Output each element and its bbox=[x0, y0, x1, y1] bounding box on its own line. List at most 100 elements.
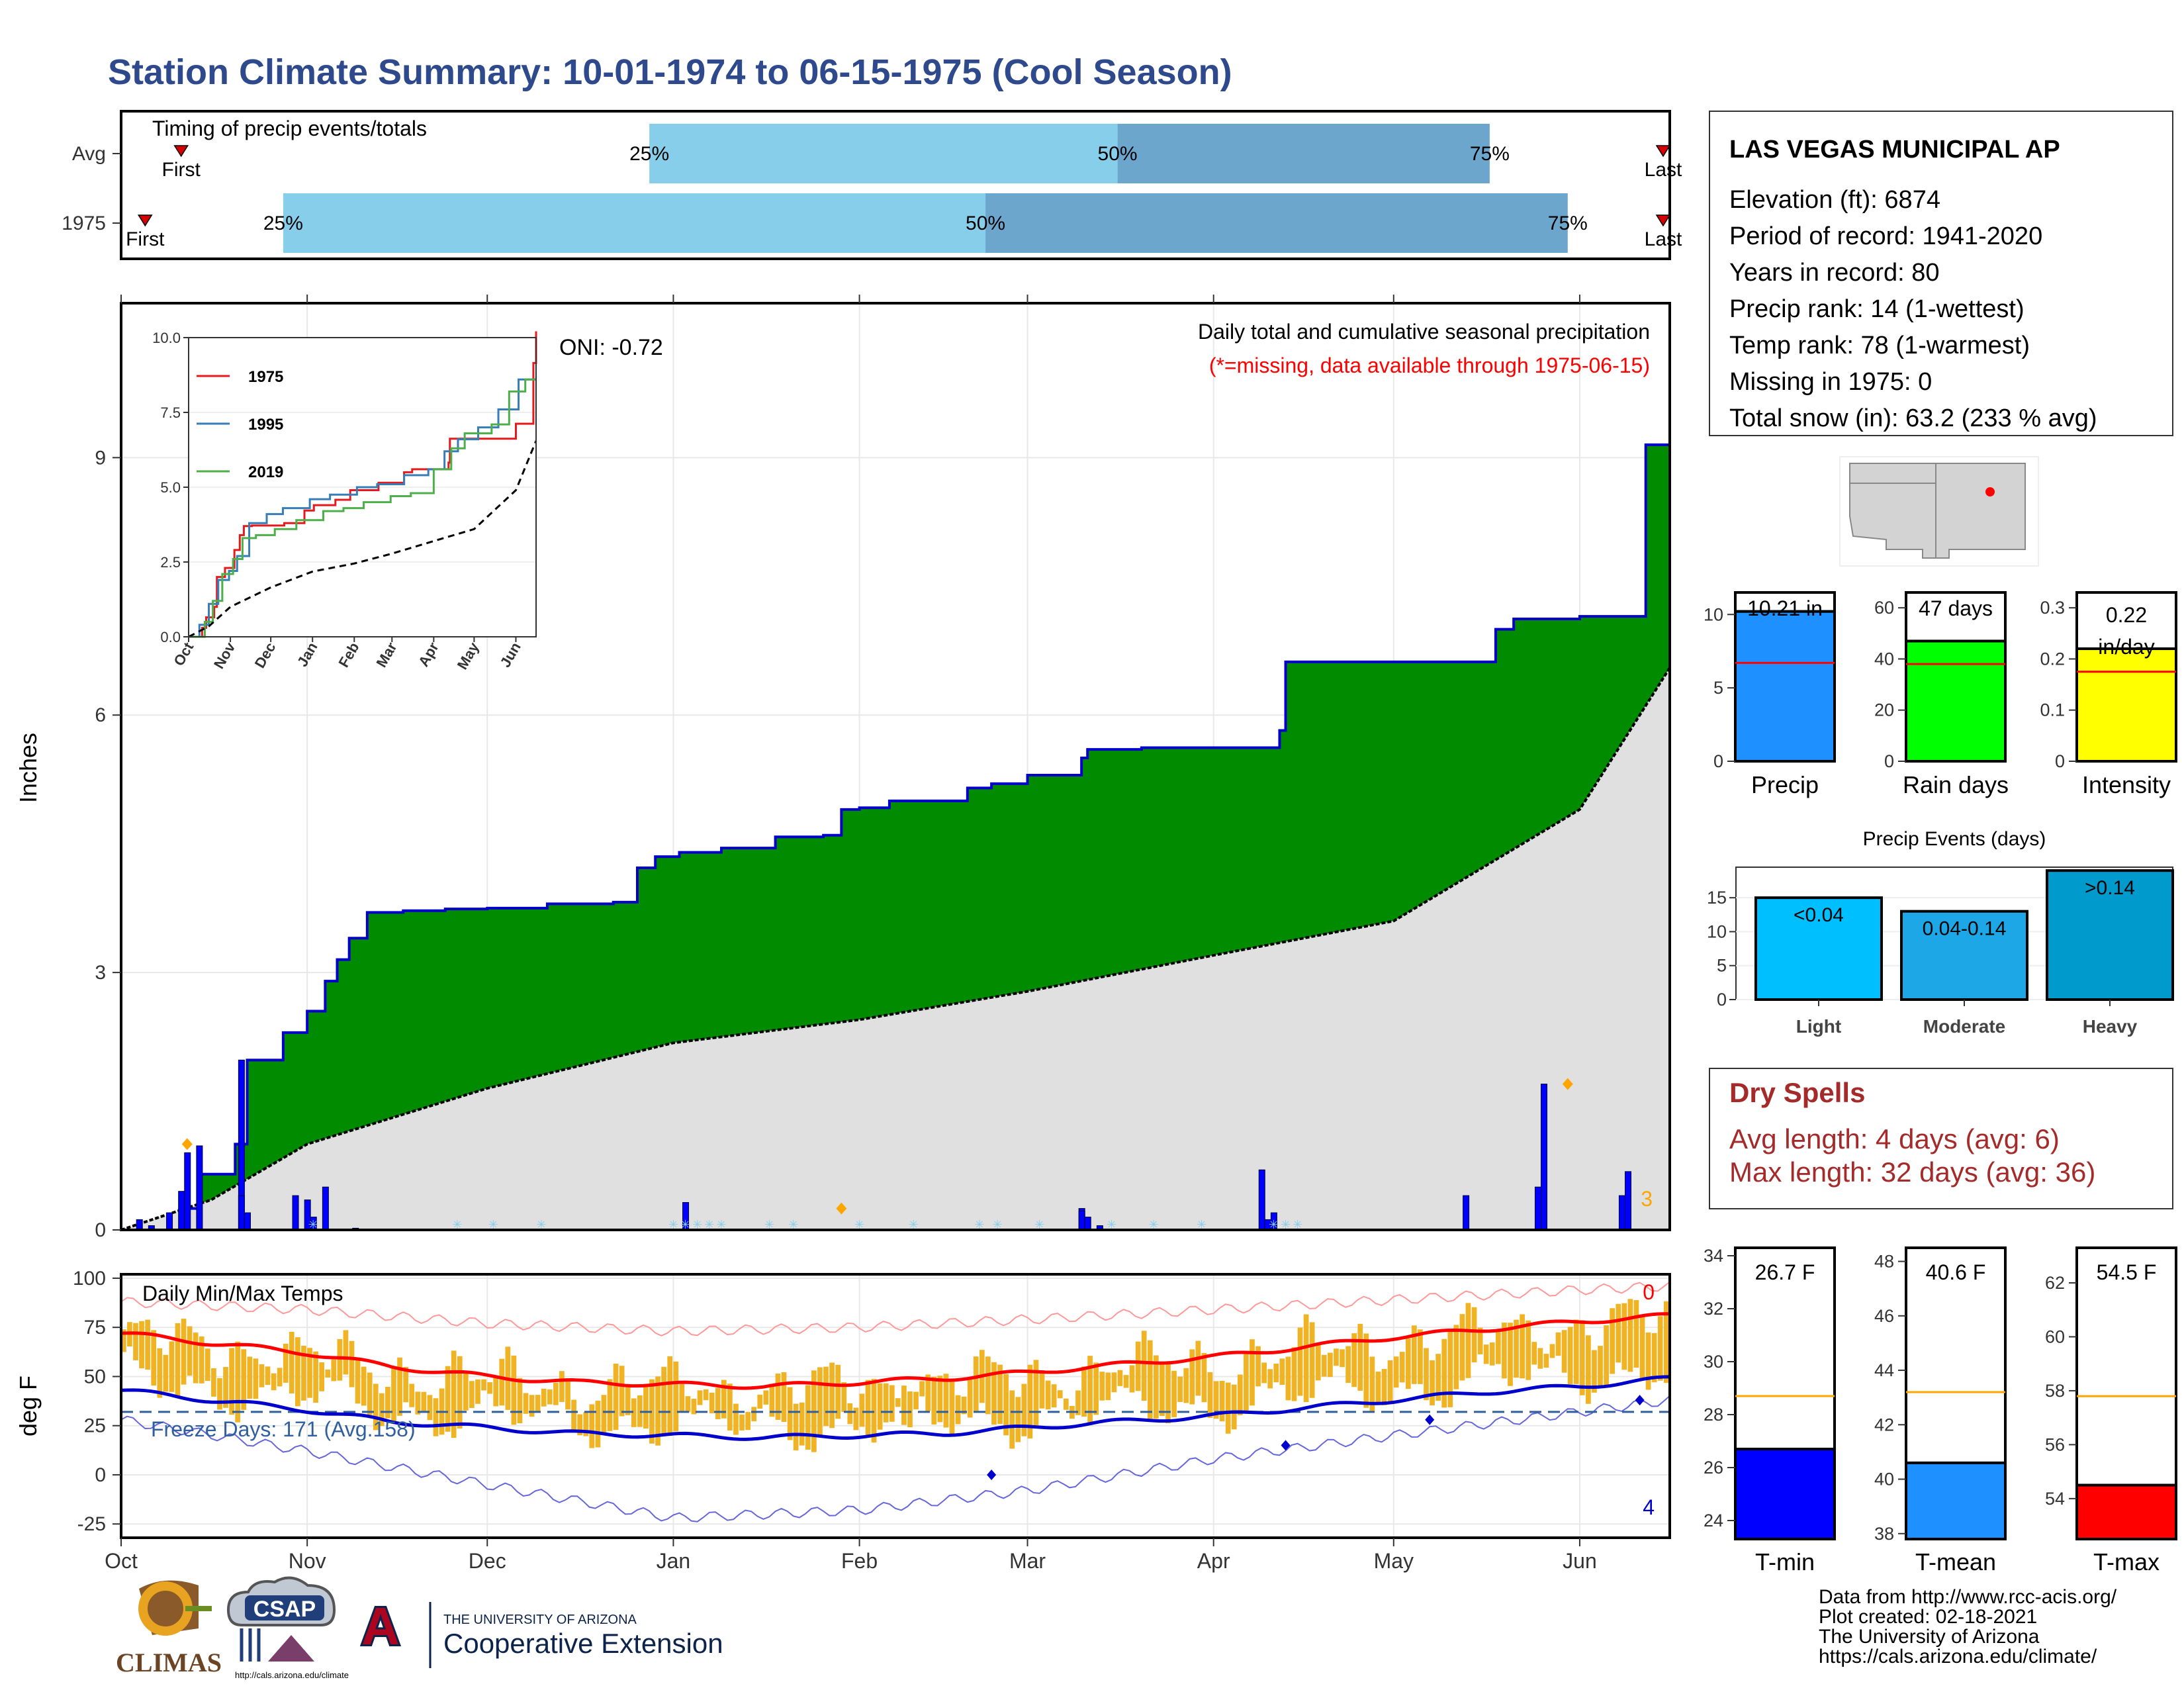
timing-first-label: First bbox=[126, 228, 165, 250]
daily-temp-bar bbox=[199, 1336, 205, 1383]
daily-temp-bar bbox=[865, 1380, 871, 1436]
events-category-label: Moderate bbox=[1923, 1016, 2005, 1037]
daily-temp-bar bbox=[1027, 1364, 1033, 1439]
inset-legend-label: 1995 bbox=[248, 416, 283, 434]
inset-legend-label: 1975 bbox=[248, 368, 283, 386]
daily-temp-bar bbox=[1099, 1372, 1105, 1401]
daily-temp-bar bbox=[1573, 1319, 1579, 1384]
daily-temp-bar bbox=[1489, 1342, 1495, 1366]
daily-temp-bar bbox=[949, 1381, 955, 1436]
daily-temp-bar bbox=[1195, 1340, 1201, 1396]
station-period: Period of record: 1941-2020 bbox=[1729, 222, 2042, 250]
station-elevation: Elevation (ft): 6874 bbox=[1729, 186, 1940, 214]
daily-temp-bar bbox=[535, 1395, 541, 1413]
daily-temp-bar bbox=[601, 1395, 607, 1433]
snow-marker: ✳ bbox=[1107, 1218, 1116, 1231]
daily-temp-bar bbox=[937, 1376, 943, 1423]
daily-temp-bar bbox=[727, 1383, 733, 1431]
daily-temp-bar bbox=[577, 1414, 583, 1436]
daily-temp-bar bbox=[1219, 1381, 1225, 1422]
daily-temp-bar bbox=[463, 1372, 469, 1411]
daily-precip-bar bbox=[292, 1195, 299, 1231]
daily-temp-bar bbox=[829, 1362, 835, 1429]
daily-temp-bar bbox=[1123, 1375, 1129, 1388]
daily-temp-bar bbox=[1285, 1356, 1291, 1401]
map-states-shape bbox=[1849, 463, 2026, 559]
daily-temp-bar bbox=[1315, 1342, 1321, 1381]
temp-summary-ytick-label: 28 bbox=[1704, 1405, 1723, 1425]
daily-temp-bar bbox=[157, 1348, 163, 1398]
ua-university: THE UNIVERSITY OF ARIZONA bbox=[443, 1613, 637, 1627]
timing-bar-q25-q50 bbox=[283, 193, 986, 253]
temp-summary-ytick-label: 48 bbox=[1874, 1252, 1894, 1272]
snow-marker: ✳ bbox=[854, 1218, 864, 1231]
daily-temp-bar bbox=[961, 1396, 967, 1415]
daily-temp-bar bbox=[907, 1391, 913, 1428]
daily-temp-bar bbox=[715, 1387, 721, 1419]
daily-temp-bar bbox=[511, 1355, 517, 1425]
daily-temp-bar bbox=[1375, 1372, 1381, 1404]
timing-row-label: Avg bbox=[72, 143, 106, 165]
record-high-line bbox=[120, 1281, 1670, 1336]
daily-temp-bar bbox=[1021, 1383, 1027, 1436]
daily-temp-bar bbox=[1483, 1344, 1489, 1364]
cumulative-precip-outline bbox=[121, 353, 1671, 1231]
daily-temp-bar bbox=[361, 1366, 367, 1406]
record-low-line bbox=[120, 1395, 1670, 1523]
daily-temp-bar bbox=[277, 1368, 283, 1387]
timing-last-marker bbox=[1655, 145, 1671, 158]
daily-temp-bar bbox=[139, 1321, 144, 1369]
location-map bbox=[1839, 456, 2039, 567]
daily-temp-bar bbox=[475, 1379, 480, 1404]
footer-logos: CLIMAS CSAP http://cals.arizona.edu/clim… bbox=[116, 1576, 723, 1680]
daily-temp-bar bbox=[985, 1356, 991, 1415]
events-title: Precip Events (days) bbox=[1863, 828, 2046, 850]
timing-first-marker bbox=[173, 145, 189, 158]
daily-temp-bar bbox=[1549, 1344, 1555, 1358]
temp-title: Daily Min/Max Temps bbox=[142, 1282, 343, 1305]
month-label: May bbox=[1374, 1549, 1414, 1573]
daily-temp-bar bbox=[1430, 1360, 1435, 1406]
ua-letter: A bbox=[361, 1597, 400, 1656]
daily-temp-bar bbox=[1435, 1354, 1441, 1401]
snow-marker: ✳ bbox=[452, 1218, 462, 1231]
snow-marker: ✳ bbox=[692, 1218, 702, 1231]
daily-temp-bar bbox=[1363, 1333, 1369, 1408]
month-label: Mar bbox=[1009, 1549, 1046, 1573]
inset-ytick-label: 2.5 bbox=[160, 554, 181, 571]
daily-temp-bar bbox=[595, 1401, 601, 1448]
daily-temp-bar bbox=[1633, 1300, 1639, 1368]
csap-logo: CSAP http://cals.arizona.edu/climate bbox=[226, 1576, 349, 1680]
daily-temp-bar bbox=[709, 1392, 715, 1413]
small-bar-ytick-label: 0 bbox=[1713, 751, 1723, 771]
daily-temp-bar bbox=[1033, 1360, 1039, 1426]
daily-precip-bar bbox=[1541, 1084, 1548, 1231]
daily-precip-bar bbox=[322, 1186, 329, 1231]
precip-corner-label: 3 bbox=[1641, 1187, 1653, 1211]
daily-temp-bar bbox=[1502, 1322, 1507, 1379]
inset-ytick-label: 10.0 bbox=[152, 330, 181, 346]
dry-avg: Avg length: 4 days (avg: 6) bbox=[1729, 1123, 2060, 1154]
month-label: Jan bbox=[657, 1549, 691, 1573]
snow-marker: ✳ bbox=[788, 1218, 798, 1231]
station-name: LAS VEGAS MUNICIPAL AP bbox=[1729, 136, 2060, 164]
inset-ytick-label: 7.5 bbox=[160, 404, 181, 421]
credit-plot-created: Plot created: 02-18-2021 bbox=[1819, 1606, 2037, 1628]
daily-temp-bar bbox=[1063, 1398, 1069, 1410]
daily-temp-bar bbox=[1405, 1338, 1411, 1389]
snow-marker: ✳ bbox=[680, 1218, 690, 1231]
temp-summary-ytick-label: 40 bbox=[1874, 1470, 1894, 1489]
small-bar-ytick-label: 0 bbox=[2055, 751, 2065, 771]
daily-temp-bar bbox=[745, 1411, 751, 1430]
daily-temp-bar bbox=[1418, 1329, 1423, 1384]
daily-temp-bar bbox=[1255, 1346, 1261, 1387]
daily-precip-bar bbox=[166, 1212, 173, 1231]
daily-temp-bar bbox=[643, 1384, 649, 1429]
events-bar-moderate bbox=[1900, 910, 2028, 1001]
daily-temp-bar bbox=[793, 1403, 799, 1450]
timing-last-label: Last bbox=[1645, 228, 1682, 250]
snow-marker: ✳ bbox=[909, 1218, 919, 1231]
daily-temp-bar bbox=[409, 1383, 415, 1407]
daily-temp-bar bbox=[787, 1387, 793, 1440]
daily-temp-bar bbox=[559, 1371, 565, 1402]
